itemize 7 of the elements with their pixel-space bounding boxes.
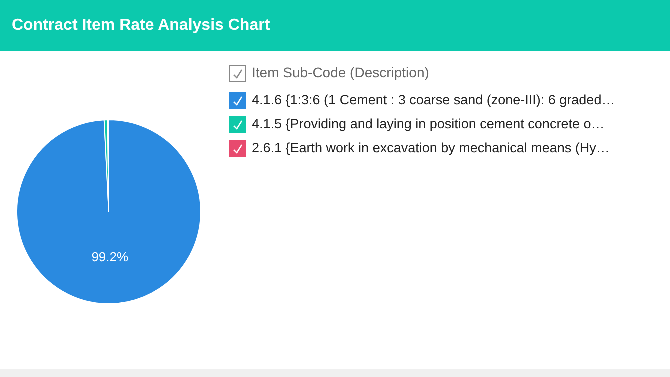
data-label: 99.2% bbox=[92, 249, 130, 264]
legend-label: 2.6.1 {Earth work in excavation by mechanical means (Hy… bbox=[252, 140, 610, 156]
legend-title: Item Sub-Code (Description) bbox=[252, 64, 430, 81]
pie-slice bbox=[16, 120, 202, 304]
legend-label: 4.1.6 {1:3:6 (1 Cement : 3 coarse sand (zone-III): 6 graded… bbox=[252, 92, 616, 108]
legend-label: 4.1.5 {Providing and laying in position cement concrete o… bbox=[252, 116, 605, 132]
chart-title: Contract Item Rate Analysis Chart bbox=[12, 17, 271, 34]
